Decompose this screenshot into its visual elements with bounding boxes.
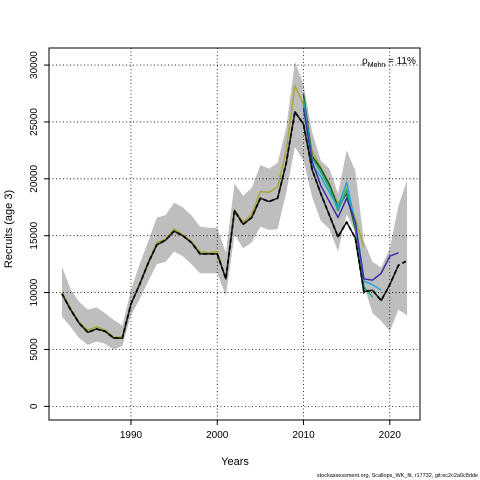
axes-layer: 1990 2000 2010 2020 0 5000 10000 15000 20000 2500… bbox=[29, 51, 401, 441]
y-tick-label: 10000 bbox=[29, 278, 40, 306]
mohn-rho-symbol: ρ bbox=[362, 56, 368, 67]
series-line-3 bbox=[302, 108, 399, 281]
mohn-rho-value: = 11% bbox=[385, 56, 416, 67]
series-line-1 bbox=[61, 110, 408, 339]
footer-source: stockassessment.org, Scallops_WK_fit, r1… bbox=[317, 473, 478, 479]
series-line-6 bbox=[302, 94, 365, 294]
plot-frame bbox=[48, 47, 421, 421]
grid-layer bbox=[49, 48, 420, 420]
y-tick-label: 15000 bbox=[29, 221, 40, 249]
y-axis-title: Recruits (age 3) bbox=[3, 190, 15, 268]
x-tick-label: 2000 bbox=[206, 430, 229, 441]
x-tick-label: 2010 bbox=[292, 430, 315, 441]
y-tick-label: 25000 bbox=[29, 108, 40, 136]
x-tick-label: 1990 bbox=[120, 430, 143, 441]
mohn-rho-subscript: Mohn bbox=[368, 62, 386, 69]
confidence-band-layer bbox=[61, 61, 408, 350]
series-layer bbox=[61, 84, 408, 339]
mohn-rho-annotation: ρMohn = 11% bbox=[362, 56, 416, 69]
y-tick-label: 0 bbox=[29, 403, 40, 409]
y-tick-label: 5000 bbox=[29, 338, 40, 361]
x-axis-title: Years bbox=[221, 456, 249, 468]
y-tick-label: 30000 bbox=[29, 51, 40, 79]
confidence-band bbox=[61, 61, 408, 350]
series-line-4 bbox=[302, 104, 382, 291]
x-tick-label: 2020 bbox=[379, 430, 402, 441]
y-tick-label: 20000 bbox=[29, 164, 40, 192]
